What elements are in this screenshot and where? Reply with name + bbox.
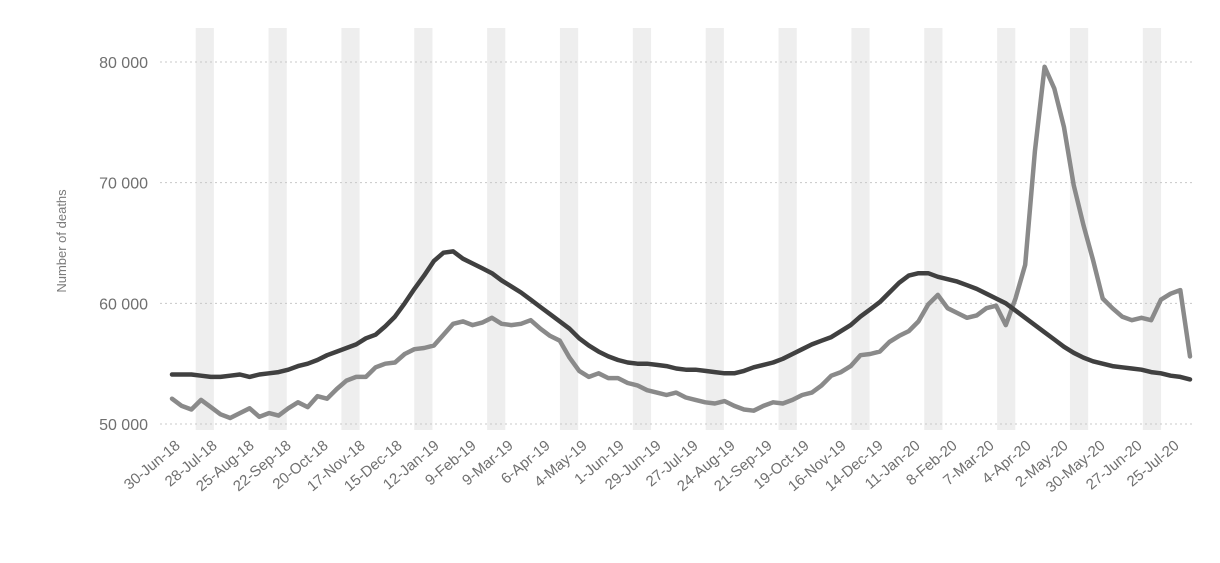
background-band: [487, 28, 506, 430]
background-band: [414, 28, 433, 430]
background-band: [997, 28, 1016, 430]
y-axis-label: Number of deaths: [54, 189, 69, 293]
y-axis-ticks: 50 000 60 000 70 000 80 000: [99, 55, 148, 434]
y-tick-label: 60 000: [99, 296, 148, 313]
y-tick-label: 80 000: [99, 55, 148, 72]
series-line-actual: [169, 64, 1193, 421]
background-band: [1069, 28, 1089, 430]
background-band: [705, 28, 724, 430]
y-tick-label: 70 000: [99, 176, 148, 193]
background-band: [851, 28, 870, 430]
y-tick-label: 50 000: [99, 417, 148, 434]
background-band: [195, 28, 214, 430]
background-band: [778, 28, 797, 430]
background-band: [341, 28, 360, 430]
series-line-average: [169, 249, 1193, 382]
background-bands: [195, 28, 1162, 430]
series-lines: [169, 64, 1193, 421]
gridlines: [160, 61, 1192, 425]
x-axis-ticks: 30-Jun-1828-Jul-1825-Aug-1822-Sep-1820-O…: [121, 437, 1183, 496]
background-band: [924, 28, 943, 430]
background-band: [559, 28, 579, 430]
background-band: [632, 28, 652, 430]
background-band: [1142, 28, 1162, 430]
background-band: [268, 28, 287, 430]
